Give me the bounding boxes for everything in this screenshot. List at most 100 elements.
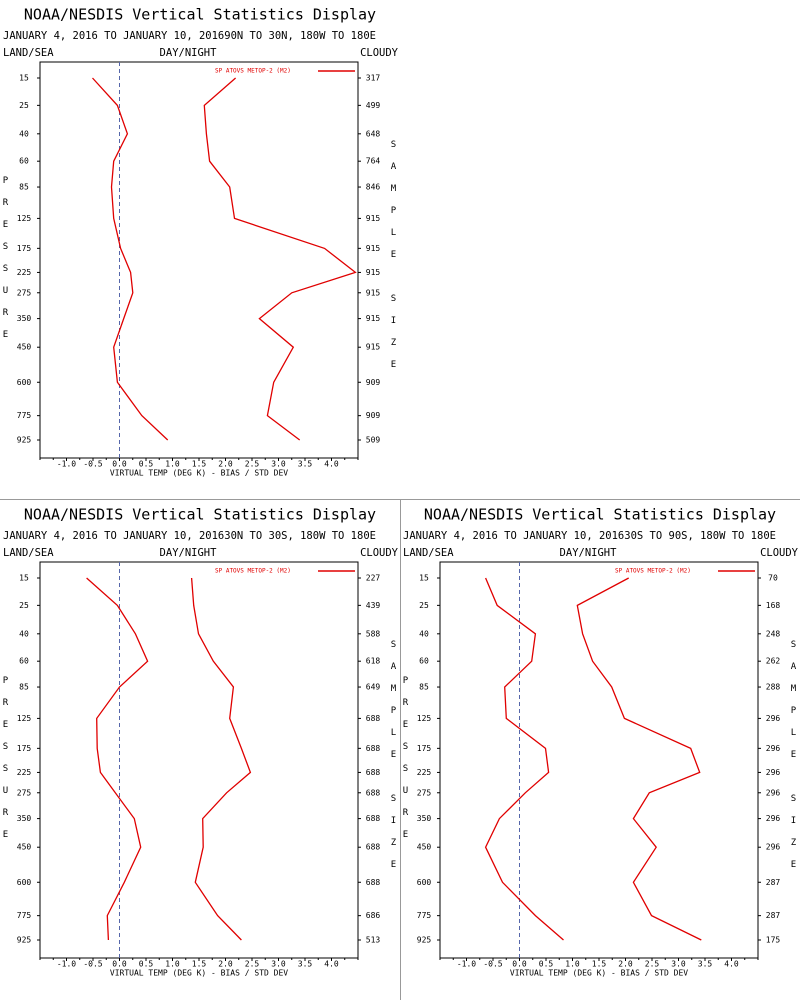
x-tick-label: 3.5 (698, 960, 713, 969)
y-tick-label: 775 (17, 911, 32, 920)
chart-panel: NOAA/NESDIS Vertical Statistics Display J… (401, 506, 799, 978)
sample-size-label: 688 (366, 714, 381, 723)
sample-size-label: 296 (766, 714, 781, 723)
sample-size-label: 499 (366, 101, 381, 110)
sample-size-label: 649 (366, 683, 381, 692)
y-tick-label: 125 (417, 714, 432, 723)
y-axis-label: PRESSURE (401, 676, 411, 852)
x-tick-label: 3.0 (271, 960, 286, 969)
chart-title: NOAA/NESDIS Vertical Statistics Display (424, 506, 776, 524)
y-tick-label: 450 (17, 343, 32, 352)
sample-size-label: 764 (366, 157, 381, 166)
y-tick-label: 40 (419, 629, 429, 638)
x-tick-label: 2.5 (245, 960, 260, 969)
sample-size-label: 915 (366, 268, 381, 277)
chart-panel: NOAA/NESDIS Vertical Statistics Display J… (1, 6, 399, 478)
y-tick-label: 350 (17, 814, 32, 823)
y-tick-label: 600 (17, 878, 32, 887)
x-tick-label: 1.5 (592, 960, 607, 969)
y-tick-label: 15 (19, 74, 29, 83)
x-tick-label: 3.0 (671, 960, 686, 969)
sample-size-label: 909 (366, 411, 381, 420)
sample-size-label: 175 (766, 936, 781, 945)
sample-size-label: 227 (366, 574, 381, 583)
sample-size-label: 686 (366, 911, 381, 920)
x-tick-label: 2.0 (618, 960, 633, 969)
y-tick-label: 15 (419, 574, 429, 583)
sample-size-label: 296 (766, 788, 781, 797)
sample-size-label: 688 (366, 878, 381, 887)
sample-size-label: 287 (766, 911, 781, 920)
y-tick-label: 450 (417, 843, 432, 852)
bias-line (92, 77, 169, 441)
bias-line (86, 577, 149, 941)
chart-title: NOAA/NESDIS Vertical Statistics Display (24, 506, 376, 524)
land-sea-label: LAND/SEA (3, 547, 54, 559)
x-tick-label: 1.0 (165, 960, 180, 969)
sample-size-label: 915 (366, 288, 381, 297)
y-tick-label: 85 (19, 683, 29, 692)
chart-subtitle: JANUARY 4, 2016 TO JANUARY 10, 201630N T… (3, 530, 376, 542)
y-tick-label: 350 (417, 814, 432, 823)
sample-size-label: 688 (366, 744, 381, 753)
cloudy-label: CLOUDY (760, 547, 799, 559)
sample-size-label: 588 (366, 629, 381, 638)
y-tick-label: 775 (417, 911, 432, 920)
y-tick-label: 350 (17, 314, 32, 323)
y-tick-label: 85 (19, 183, 29, 192)
land-sea-label: LAND/SEA (3, 47, 54, 59)
sample-size-label: 846 (366, 183, 381, 192)
x-tick-label: 1.5 (192, 460, 207, 469)
y-tick-label: 925 (17, 436, 32, 445)
sample-size-label: 248 (766, 629, 781, 638)
bias-line (484, 577, 564, 941)
y-tick-label: 40 (19, 129, 29, 138)
chart-panel: NOAA/NESDIS Vertical Statistics Display J… (1, 506, 399, 978)
y-tick-label: 40 (19, 629, 29, 638)
x-tick-label: 3.5 (298, 460, 313, 469)
std-dev-line (576, 577, 702, 941)
day-night-label: DAY/NIGHT (560, 547, 618, 559)
y-tick-label: 275 (17, 788, 32, 797)
y-tick-label: 275 (17, 288, 32, 297)
x-tick-label: -0.5 (483, 960, 502, 969)
sample-size-label: 287 (766, 878, 781, 887)
x-axis-label: VIRTUAL TEMP (DEG K) - BIAS / STD DEV (510, 969, 688, 978)
x-tick-label: 1.5 (192, 960, 207, 969)
sample-size-label: 288 (766, 683, 781, 692)
y-tick-label: 25 (19, 101, 29, 110)
y-tick-label: 225 (417, 768, 432, 777)
y-tick-label: 175 (17, 244, 32, 253)
y-tick-label: 450 (17, 843, 32, 852)
y-tick-label: 225 (17, 768, 32, 777)
sample-size-label: 915 (366, 343, 381, 352)
y-tick-label: 775 (17, 411, 32, 420)
x-tick-label: 0.0 (112, 960, 127, 969)
y-tick-label: 600 (17, 378, 32, 387)
plot-frame (39, 561, 359, 959)
x-tick-label: 4.0 (724, 960, 739, 969)
legend-label: SP ATOVS METOP-2 (M2) (215, 68, 291, 75)
y-tick-label: 60 (19, 157, 29, 166)
x-tick-label: -1.0 (457, 960, 476, 969)
x-tick-label: 4.0 (324, 460, 339, 469)
y-tick-label: 175 (17, 744, 32, 753)
y-tick-label: 60 (19, 657, 29, 666)
x-axis-label: VIRTUAL TEMP (DEG K) - BIAS / STD DEV (110, 969, 288, 978)
y-tick-label: 125 (17, 714, 32, 723)
y-axis-label: PRESSURE (1, 676, 11, 852)
y-tick-label: 85 (419, 683, 429, 692)
y-tick-label: 25 (419, 601, 429, 610)
land-sea-label: LAND/SEA (403, 547, 454, 559)
y2-axis-label: SAMPLE SIZE (389, 140, 399, 382)
x-tick-label: 2.5 (245, 460, 260, 469)
x-tick-label: 2.0 (218, 460, 233, 469)
x-tick-label: -0.5 (83, 960, 102, 969)
x-tick-label: 4.0 (324, 960, 339, 969)
sample-size-label: 688 (366, 843, 381, 852)
x-tick-label: 0.0 (112, 460, 127, 469)
chart-subtitle: JANUARY 4, 2016 TO JANUARY 10, 201690N T… (3, 30, 376, 42)
y-axis-label: PRESSURE (1, 176, 11, 352)
sample-size-label: 915 (366, 314, 381, 323)
